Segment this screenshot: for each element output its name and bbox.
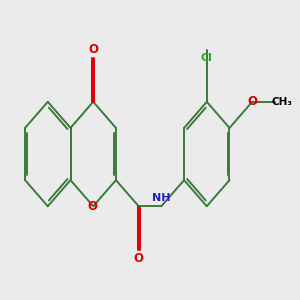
- Text: O: O: [134, 252, 144, 265]
- Text: NH: NH: [152, 193, 171, 203]
- Text: CH₃: CH₃: [271, 97, 292, 107]
- Text: O: O: [247, 95, 257, 108]
- Text: O: O: [87, 200, 97, 213]
- Text: O: O: [88, 43, 98, 56]
- Text: Cl: Cl: [201, 52, 213, 63]
